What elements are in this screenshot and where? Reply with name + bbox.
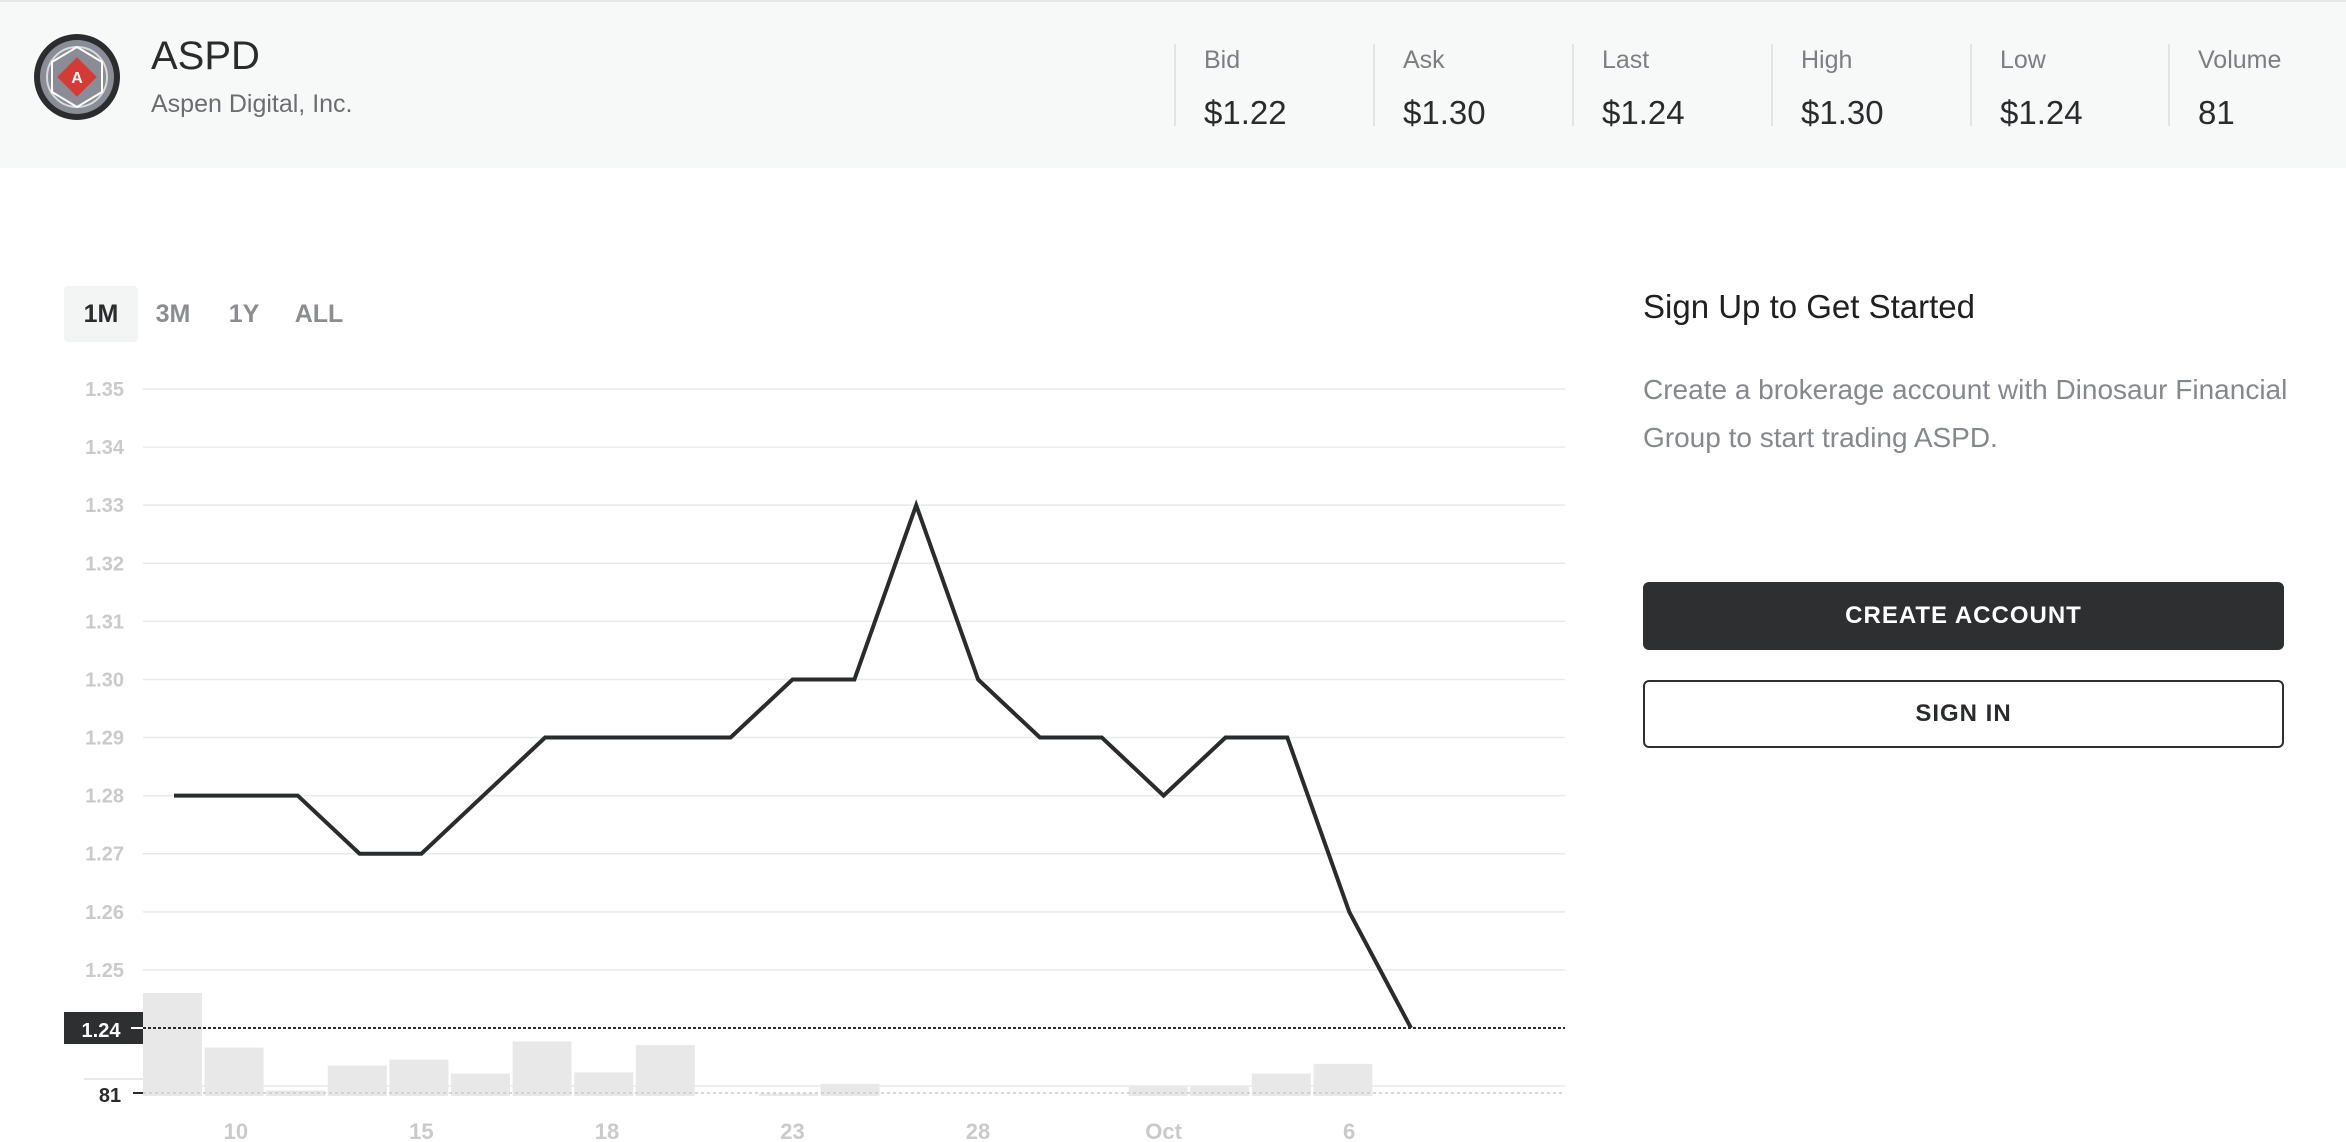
stat-volume: Volume 81: [2168, 44, 2346, 131]
stat-label: Ask: [1403, 46, 1445, 74]
stat-value: $1.30: [1403, 94, 1486, 131]
stat-bid: Bid $1.22: [1174, 44, 1371, 131]
y-tick-label: 1.33: [85, 495, 124, 517]
company-name: Aspen Digital, Inc.: [151, 90, 353, 118]
y-tick-label: 1.30: [85, 669, 124, 691]
x-tick-label: 18: [595, 1119, 619, 1142]
price-chart: 1.35 1.34 1.33 1.32 1.31 1.30 1.29 1.28 1.27 1.26…: [64, 379, 1565, 1142]
company-logo: A: [34, 34, 120, 120]
volume-bar: [389, 1059, 449, 1096]
ticker-symbol: ASPD: [151, 34, 260, 78]
logo-letter: A: [71, 70, 83, 87]
stat-label: High: [1801, 46, 1853, 74]
x-tick-label: 23: [780, 1119, 804, 1142]
y-tick-label: 1.31: [85, 611, 124, 633]
stat-low: Low $1.24: [1970, 44, 2167, 131]
stat-last: Last $1.24: [1572, 44, 1769, 131]
x-tick-label: 15: [409, 1119, 433, 1142]
volume-bar: [204, 1047, 264, 1096]
volume-bar: [1313, 1063, 1373, 1096]
y-tick-label: 1.27: [85, 844, 124, 866]
volume-bar: [1128, 1086, 1188, 1096]
create-account-button[interactable]: CREATE ACCOUNT: [1643, 582, 2284, 650]
stat-value: $1.24: [1602, 94, 1685, 131]
y-tick-label: 1.29: [85, 728, 124, 750]
y-tick-label: 1.34: [85, 437, 125, 459]
volume-bar: [820, 1083, 880, 1096]
stat-label: Low: [2000, 46, 2046, 74]
quote-header: A ASPD Aspen Digital, Inc. Bid $1.22 Ask…: [0, 0, 2346, 168]
y-tick-label: 1.35: [85, 379, 124, 401]
stat-value: $1.22: [1204, 94, 1287, 131]
x-tick-label: 10: [224, 1119, 248, 1142]
volume-bar: [635, 1045, 695, 1096]
stat-ask: Ask $1.30: [1373, 44, 1570, 131]
y-tick-label: 1.26: [85, 902, 124, 924]
stat-label: Volume: [2198, 46, 2282, 74]
last-volume-marker: 81: [82, 1080, 143, 1107]
stat-value: $1.24: [2000, 94, 2083, 131]
volume-bar: [327, 1065, 387, 1096]
stat-label: Bid: [1204, 46, 1241, 74]
last-price-marker: 1.24: [64, 1012, 143, 1044]
x-tick-label: 28: [966, 1119, 990, 1142]
price-line: [174, 499, 1413, 1029]
signup-description: Create a brokerage account with Dinosaur…: [1643, 374, 2288, 453]
y-tick-label: 1.32: [85, 553, 124, 575]
stat-value: $1.30: [1801, 94, 1884, 131]
y-tick-label: 1.25: [85, 960, 124, 982]
volume-bar: [759, 1093, 818, 1096]
volume-bar: [512, 1041, 572, 1096]
stat-high: High $1.30: [1771, 44, 1968, 131]
range-tab-all[interactable]: ALL: [294, 300, 344, 328]
y-tick-label: 1.28: [85, 786, 124, 808]
stat-value: 81: [2198, 94, 2235, 131]
last-price-label: 1.24: [82, 1020, 122, 1042]
range-tab-1m[interactable]: 1M: [64, 286, 138, 342]
range-tab-1y[interactable]: 1Y: [228, 300, 260, 328]
last-volume-label: 81: [99, 1085, 121, 1107]
range-tab-3m[interactable]: 3M: [155, 300, 191, 328]
x-tick-label: 6: [1343, 1119, 1355, 1142]
volume-bar: [451, 1073, 510, 1096]
sign-in-button[interactable]: SIGN IN: [1643, 680, 2284, 748]
volume-bar: [1251, 1073, 1311, 1096]
volume-bar: [1190, 1086, 1250, 1096]
volume-bar: [143, 993, 202, 1096]
x-tick-label: Oct: [1145, 1119, 1182, 1142]
stat-label: Last: [1602, 46, 1650, 74]
signup-title: Sign Up to Get Started: [1643, 288, 1976, 325]
volume-bar: [574, 1072, 634, 1096]
